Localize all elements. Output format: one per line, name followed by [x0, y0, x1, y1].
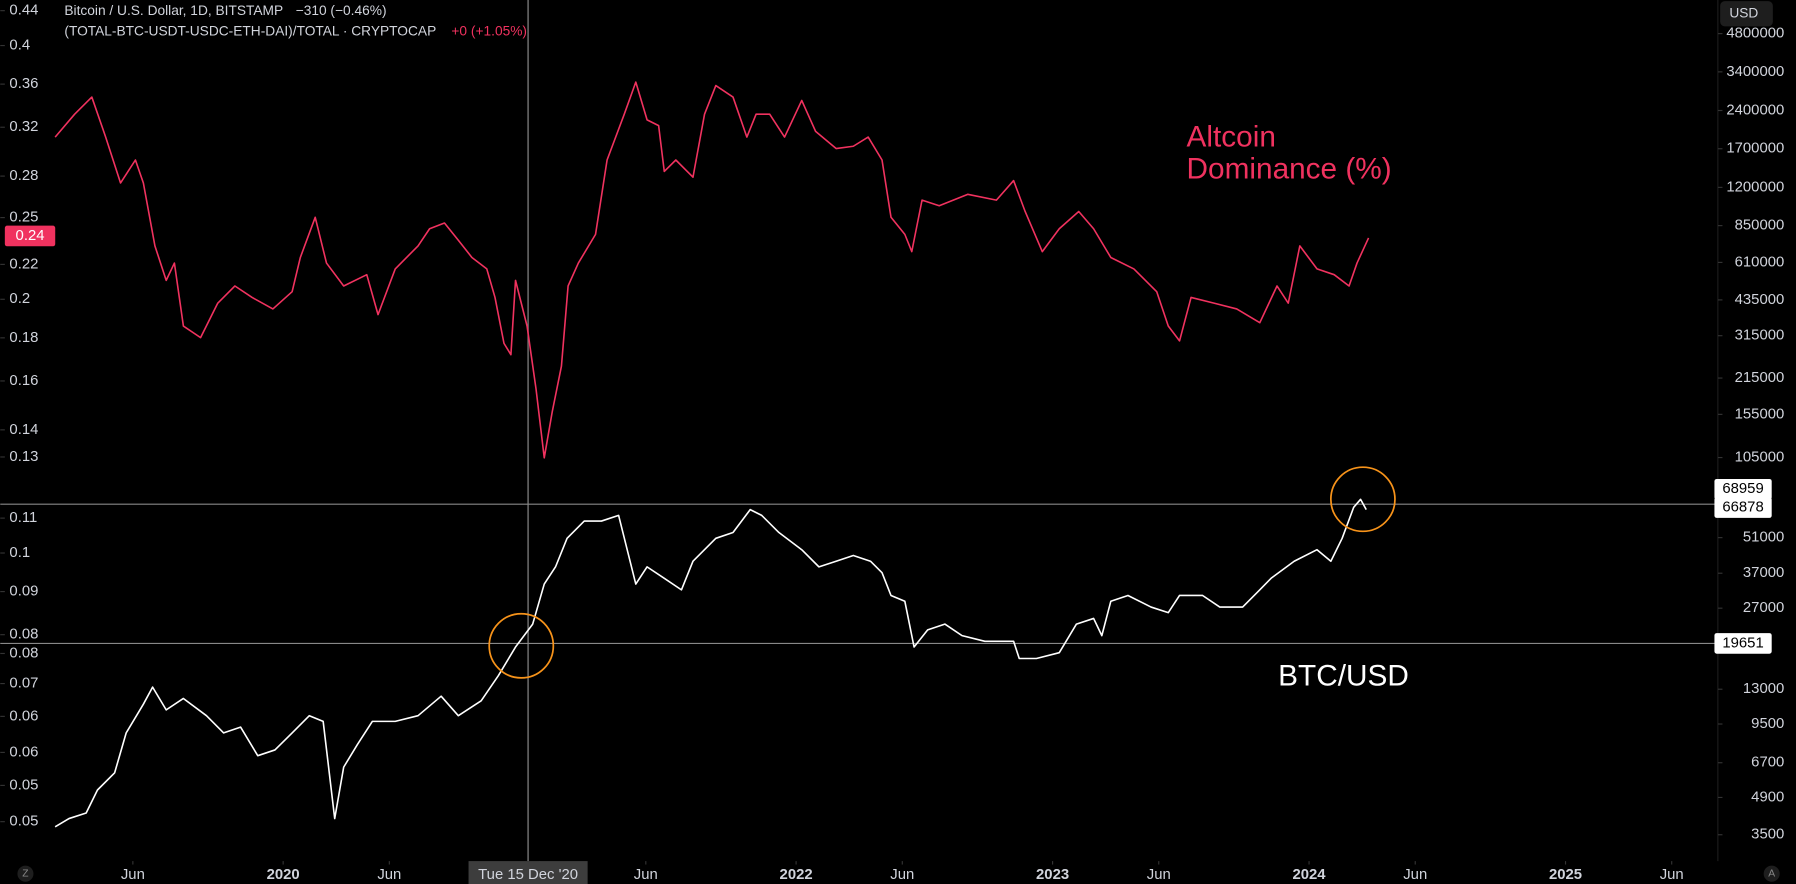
- y-tick-label: 0.25: [9, 210, 38, 226]
- price-line-label: 19651: [1722, 635, 1763, 651]
- y-tick-label: 0.16: [9, 373, 38, 389]
- y-tick-label: 0.05: [9, 814, 38, 830]
- y-tick-label: 0.22: [9, 256, 38, 272]
- x-tick-label: 2022: [780, 867, 813, 883]
- y-tick-label: 0.18: [9, 330, 38, 346]
- annotation-btc: BTC/USD: [1278, 660, 1409, 693]
- y2-tick-label: 435000: [1735, 292, 1785, 308]
- y2-tick-label: 9500: [1751, 716, 1784, 732]
- y-tick-label: 0.28: [9, 168, 38, 184]
- y-tick-label: 0.13: [9, 449, 38, 465]
- y-tick-label: 0.08: [9, 645, 38, 661]
- annotation-altcoin-line1: Altcoin Dominance (%): [1187, 120, 1392, 185]
- header-line1-change: −310 (−0.46%): [296, 3, 387, 18]
- y-tick-label: 0.07: [9, 676, 38, 692]
- y2-tick-label: 1200000: [1726, 179, 1784, 195]
- y-tick-label: 0.05: [9, 777, 38, 793]
- y-tick-label: 0.1: [9, 545, 30, 561]
- y-tick-label: 0.14: [9, 422, 38, 438]
- corner-button-label[interactable]: A: [1768, 868, 1775, 879]
- plot-area: [0, 0, 1718, 862]
- x-tick-label: 2020: [267, 867, 300, 883]
- series-line: [54, 81, 1370, 459]
- x-tick-label: Jun: [1403, 867, 1427, 883]
- y2-tick-label: 215000: [1735, 370, 1785, 386]
- crosshair-label: Tue 15 Dec '20: [478, 867, 578, 883]
- y2-last-value-box: [1714, 497, 1772, 518]
- y-tick-label: 0.4: [9, 37, 30, 53]
- y2-tick-label: 4900: [1751, 789, 1784, 805]
- y2-tick-label: 610000: [1735, 254, 1785, 270]
- corner-button[interactable]: [1763, 865, 1780, 882]
- y2-tick-label: 3500: [1751, 827, 1784, 843]
- y-tick-label: 0.32: [9, 119, 38, 135]
- highlight-circle: [1329, 466, 1396, 533]
- price-line-label-box: [1714, 478, 1772, 500]
- x-tick-label: Jun: [1147, 867, 1171, 883]
- x-tick-label: Jun: [1660, 867, 1684, 883]
- corner-button[interactable]: [17, 865, 34, 882]
- x-tick-label: Jun: [377, 867, 401, 883]
- y-last-value: 0.24: [16, 228, 45, 244]
- y-tick-label: 0.36: [9, 76, 38, 92]
- y-tick-label: 0.06: [9, 744, 38, 760]
- series-line: [54, 498, 1367, 828]
- y-tick-label: 0.11: [9, 510, 37, 526]
- y2-tick-label: 51000: [1743, 530, 1784, 546]
- x-tick-label: Jun: [634, 867, 658, 883]
- highlight-circle: [488, 612, 555, 679]
- header-line1: Bitcoin / U.S. Dollar, 1D, BITSTAMP: [64, 3, 283, 18]
- price-line-label: 68959: [1722, 481, 1763, 497]
- price-line-label-box: [1714, 633, 1772, 654]
- y2-tick-label: 1700000: [1726, 141, 1784, 157]
- x-tick-label: 2024: [1293, 867, 1327, 883]
- y2-tick-label: 2400000: [1726, 102, 1784, 118]
- y-last-value-box: [4, 225, 56, 247]
- y2-tick-label: 155000: [1735, 406, 1785, 422]
- y-tick-label: 0.08: [9, 627, 38, 643]
- currency-button-label[interactable]: USD: [1729, 5, 1758, 20]
- y-tick-label: 0.2: [9, 291, 30, 307]
- header-line2: (TOTAL-BTC-USDT-USDC-ETH-DAI)/TOTAL · CR…: [64, 24, 436, 39]
- y2-last-value: 66878: [1722, 500, 1763, 516]
- y-tick-label: 0.09: [9, 584, 38, 600]
- x-tick-label: 2023: [1036, 867, 1069, 883]
- y2-tick-label: 315000: [1735, 328, 1785, 344]
- y2-tick-label: 3400000: [1726, 64, 1784, 80]
- crosshair-label-box: [468, 861, 588, 884]
- y2-tick-label: 4800000: [1726, 26, 1784, 42]
- x-tick-label: Jun: [890, 867, 914, 883]
- x-tick-label: Jun: [121, 867, 145, 883]
- y2-tick-label: 37000: [1743, 565, 1784, 581]
- y2-tick-label: 105000: [1735, 449, 1785, 465]
- currency-button[interactable]: [1720, 1, 1773, 27]
- x-tick-label: 2025: [1549, 867, 1582, 883]
- y2-tick-label: 27000: [1743, 600, 1784, 616]
- y2-tick-label: 13000: [1743, 681, 1784, 697]
- y2-tick-label: 850000: [1735, 218, 1785, 234]
- y-tick-label: 0.44: [9, 3, 38, 19]
- corner-button-label[interactable]: Z: [22, 868, 28, 879]
- y-tick-label: 0.06: [9, 708, 38, 724]
- y2-tick-label: 6700: [1751, 755, 1784, 771]
- header-line2-change: +0 (+1.05%): [451, 24, 527, 39]
